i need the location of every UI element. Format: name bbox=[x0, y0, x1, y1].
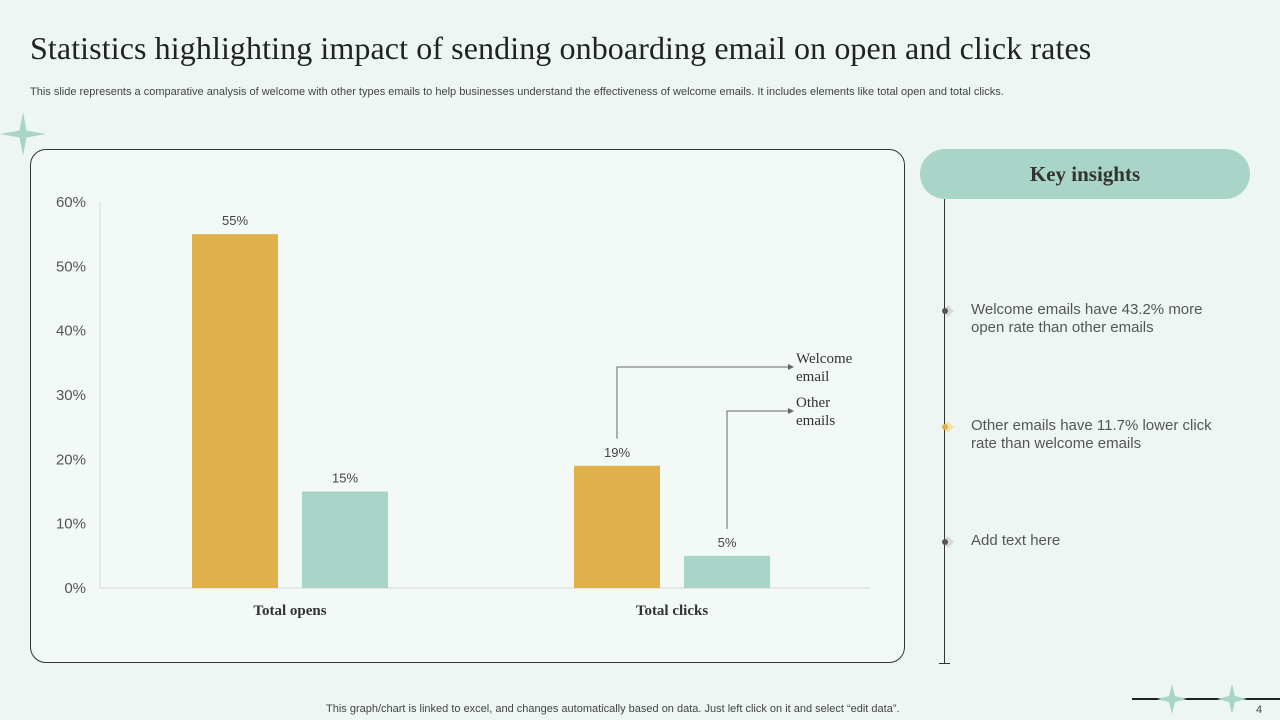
insight-text: Add text here bbox=[971, 532, 1061, 549]
y-tick-label: 60% bbox=[56, 194, 86, 211]
chart-axes: 0% 10% 20% 30% 40% 50% 60% bbox=[56, 194, 870, 597]
insight-text: Welcome emails have 43.2% more open rate… bbox=[971, 301, 1203, 336]
x-category-label: Total clicks bbox=[636, 603, 709, 619]
legend-connector bbox=[726, 410, 788, 529]
y-tick-label: 50% bbox=[56, 258, 86, 275]
chart-bars bbox=[192, 234, 770, 588]
y-tick-label: 30% bbox=[56, 387, 86, 404]
diamond-marker-icon bbox=[942, 536, 954, 548]
data-label: 19% bbox=[604, 445, 630, 460]
data-label: 15% bbox=[332, 471, 358, 486]
bar-other-clicks bbox=[684, 555, 770, 588]
data-label: 55% bbox=[222, 213, 248, 228]
slide-title: Statistics highlighting impact of sendin… bbox=[30, 30, 1092, 66]
legend-label: emails bbox=[796, 413, 835, 429]
y-tick-label: 10% bbox=[56, 516, 86, 533]
y-tick-label: 40% bbox=[56, 323, 86, 340]
timeline-line bbox=[944, 199, 945, 664]
insight-text: Other emails have 11.7% lower click rate… bbox=[971, 417, 1212, 452]
legend-connector bbox=[616, 366, 788, 439]
chart-legend: Welcome email Other emails bbox=[616, 351, 853, 529]
diamond-marker-icon bbox=[942, 305, 954, 317]
data-label: 5% bbox=[718, 535, 737, 550]
page-number: 4 bbox=[1256, 704, 1263, 716]
footer-note: This graph/chart is linked to excel, and… bbox=[326, 703, 900, 715]
y-tick-label: 20% bbox=[56, 451, 86, 468]
chart-panel[interactable]: 0% 10% 20% 30% 40% 50% 60% 55% 15% Total opens 19… bbox=[30, 149, 905, 663]
legend-label: Other bbox=[796, 395, 830, 411]
chart-labels: 55% 15% Total opens 19% 5% Total clicks bbox=[222, 213, 737, 619]
x-category-label: Total opens bbox=[253, 603, 326, 619]
slide-subtitle: This slide represents a comparative anal… bbox=[30, 86, 1004, 98]
legend-arrow-icon bbox=[788, 364, 794, 370]
bar-chart[interactable]: 0% 10% 20% 30% 40% 50% 60% 55% 15% Total opens 19… bbox=[31, 150, 905, 663]
timeline-end bbox=[939, 663, 950, 664]
y-tick-label: 0% bbox=[64, 580, 86, 597]
footer-sparkle-decoration-icon bbox=[1132, 684, 1280, 714]
bar-other-opens bbox=[302, 491, 388, 588]
bar-welcome-opens bbox=[192, 234, 278, 588]
legend-label: Welcome bbox=[796, 351, 853, 367]
legend-arrow-icon bbox=[788, 408, 794, 414]
diamond-marker-icon bbox=[942, 421, 954, 433]
key-insights-header: Key insights bbox=[920, 149, 1250, 199]
sparkle-decoration-icon bbox=[0, 112, 46, 156]
bar-welcome-clicks bbox=[574, 465, 660, 588]
legend-label: email bbox=[796, 369, 829, 385]
